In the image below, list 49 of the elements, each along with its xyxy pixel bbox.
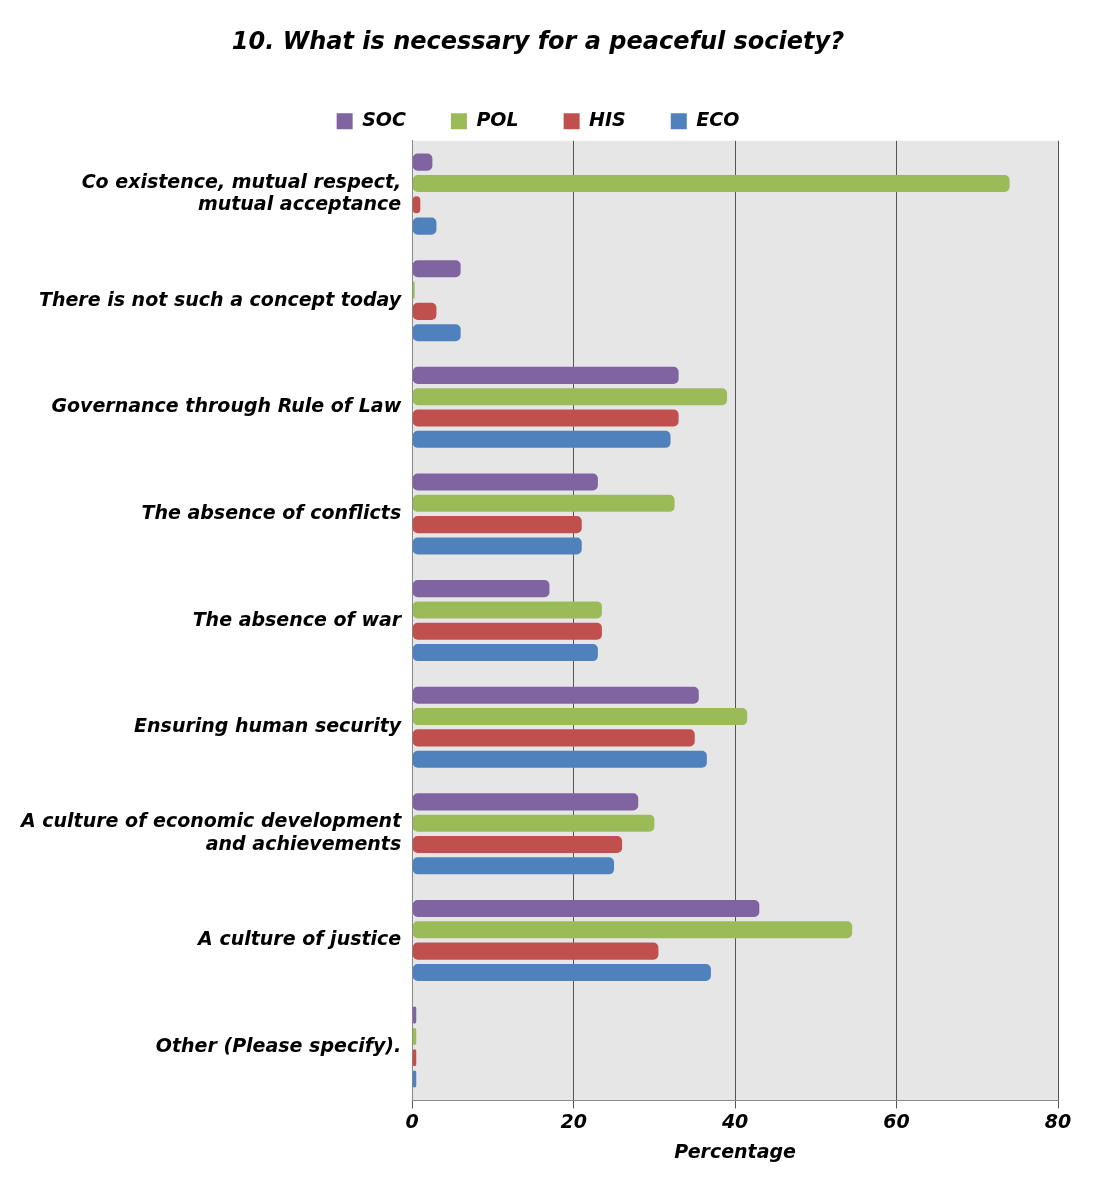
y-tick-label: A culture of economic development and achievements xyxy=(18,809,403,855)
y-tick-label: Governance through Rule of Law xyxy=(51,394,402,417)
legend-label: HIS xyxy=(589,108,626,131)
y-tick-label: The absence of war xyxy=(192,607,403,630)
bar xyxy=(412,217,437,235)
bar xyxy=(412,835,623,854)
bar xyxy=(412,644,598,662)
bar xyxy=(412,921,853,939)
x-axis-title: Percentage xyxy=(674,1139,797,1162)
bar xyxy=(412,686,699,704)
y-tick-label: The absence of conflicts xyxy=(141,500,402,523)
bar xyxy=(412,516,582,534)
x-tick-label: 80 xyxy=(1044,1109,1072,1132)
bar xyxy=(412,899,760,918)
bar xyxy=(412,537,582,555)
x-tick-label: 0 xyxy=(405,1109,419,1132)
y-tick-label: Co existence, mutual respect, mutual acceptance xyxy=(81,169,402,215)
bar xyxy=(412,963,711,981)
bar xyxy=(412,409,679,427)
y-tick-label: There is not such a concept today xyxy=(38,287,403,310)
bar xyxy=(412,430,671,448)
bar xyxy=(412,814,655,832)
bar xyxy=(412,580,550,598)
bar xyxy=(412,260,461,278)
x-tick-label: 20 xyxy=(560,1109,587,1132)
bar xyxy=(412,942,659,960)
bar xyxy=(412,388,728,406)
bar xyxy=(412,622,602,640)
bar xyxy=(412,729,695,747)
y-tick-label: A culture of justice xyxy=(196,927,402,950)
chart-title: 10. What is necessary for a peaceful society? xyxy=(231,26,845,55)
bar xyxy=(412,473,598,491)
x-tick-label: 60 xyxy=(883,1109,910,1132)
bar xyxy=(412,494,675,512)
bar xyxy=(412,708,748,726)
bar xyxy=(412,601,602,619)
legend-label: ECO xyxy=(696,108,740,131)
bar xyxy=(412,857,615,875)
x-tick-label: 40 xyxy=(720,1109,749,1132)
bar xyxy=(412,750,707,768)
y-tick-label: Other (Please specify). xyxy=(155,1034,402,1057)
bar xyxy=(412,366,679,384)
bar xyxy=(412,174,1010,192)
bar xyxy=(412,324,461,342)
legend-label: POL xyxy=(476,108,519,131)
bar xyxy=(412,302,437,320)
bar xyxy=(412,793,639,811)
y-tick-label: Ensuring human security xyxy=(134,714,403,737)
legend-label: SOC xyxy=(362,108,406,131)
